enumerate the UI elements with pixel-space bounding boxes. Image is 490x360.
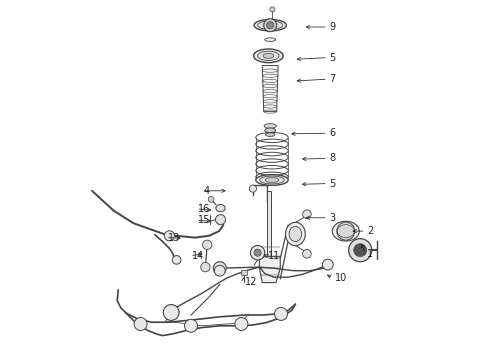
Circle shape — [215, 265, 225, 276]
Circle shape — [337, 222, 355, 240]
Circle shape — [249, 185, 257, 192]
Circle shape — [322, 259, 333, 270]
Text: 4: 4 — [204, 186, 210, 196]
Ellipse shape — [265, 128, 275, 132]
Circle shape — [208, 197, 214, 202]
Text: 12: 12 — [245, 276, 257, 287]
Ellipse shape — [286, 222, 305, 246]
Text: 8: 8 — [330, 153, 336, 163]
Circle shape — [216, 215, 225, 225]
Circle shape — [264, 19, 277, 32]
Text: 16: 16 — [198, 204, 210, 214]
FancyBboxPatch shape — [267, 191, 271, 278]
Circle shape — [185, 319, 197, 332]
Text: 3: 3 — [330, 213, 336, 223]
Ellipse shape — [254, 49, 283, 63]
Ellipse shape — [263, 53, 274, 58]
Text: 7: 7 — [330, 74, 336, 84]
Text: 2: 2 — [368, 226, 374, 236]
Circle shape — [250, 246, 265, 260]
Ellipse shape — [289, 226, 302, 242]
Ellipse shape — [254, 19, 286, 31]
Polygon shape — [242, 270, 247, 275]
Ellipse shape — [264, 123, 276, 129]
Text: 14: 14 — [192, 251, 204, 261]
Text: 11: 11 — [269, 251, 281, 261]
Circle shape — [274, 307, 288, 320]
Ellipse shape — [265, 38, 275, 41]
Circle shape — [172, 256, 181, 264]
Circle shape — [213, 262, 226, 275]
Ellipse shape — [258, 21, 283, 30]
Ellipse shape — [256, 175, 288, 185]
Circle shape — [202, 240, 212, 249]
Text: 15: 15 — [198, 215, 211, 225]
Polygon shape — [262, 66, 278, 112]
Text: 1: 1 — [368, 249, 373, 259]
Circle shape — [270, 7, 275, 12]
Circle shape — [163, 305, 179, 320]
Circle shape — [254, 249, 261, 256]
Circle shape — [134, 318, 147, 330]
Ellipse shape — [260, 176, 284, 184]
Text: 5: 5 — [330, 53, 336, 63]
Text: 9: 9 — [330, 22, 336, 32]
Ellipse shape — [265, 177, 279, 183]
Circle shape — [201, 262, 210, 272]
Circle shape — [349, 239, 372, 262]
Circle shape — [354, 244, 367, 257]
Circle shape — [303, 249, 311, 258]
Text: 10: 10 — [335, 273, 347, 283]
Text: 6: 6 — [330, 128, 336, 138]
Text: 13: 13 — [168, 233, 180, 243]
Circle shape — [235, 318, 248, 330]
Circle shape — [267, 22, 274, 29]
Circle shape — [303, 210, 311, 219]
Ellipse shape — [332, 221, 359, 241]
Text: 5: 5 — [330, 179, 336, 189]
Polygon shape — [259, 256, 280, 283]
Ellipse shape — [266, 133, 275, 136]
Circle shape — [164, 231, 174, 241]
Ellipse shape — [258, 51, 279, 60]
Ellipse shape — [216, 204, 225, 212]
